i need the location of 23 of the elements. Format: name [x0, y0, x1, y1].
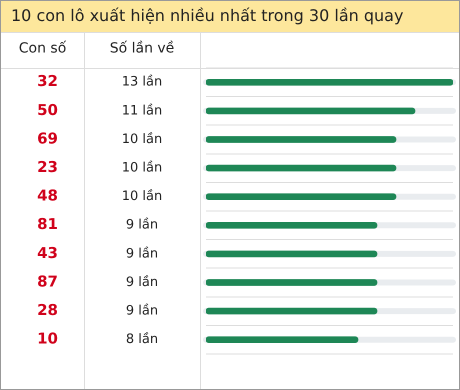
data-label: 9 lần — [126, 216, 158, 233]
chart-title: 10 con lô xuất hiện nhiều nhất trong 30 lần quay — [1, 1, 459, 33]
text: Số lần về — [110, 40, 174, 57]
data-label: 10 lần — [122, 130, 162, 147]
data-label: 9 lần — [126, 274, 158, 290]
y-tick-label: 28 — [37, 300, 58, 319]
y-tick-label: 43 — [37, 244, 58, 262]
y-tick-label: 50 — [37, 100, 58, 119]
y-tick-label: 48 — [37, 186, 58, 205]
y-tick-label: 32 — [37, 72, 58, 90]
y-tick-label: 87 — [37, 272, 58, 290]
text: Con số — [18, 40, 67, 57]
data-label: 13 lần — [122, 74, 162, 90]
data-label: 9 lần — [126, 245, 158, 262]
data-label: 8 lần — [126, 331, 158, 348]
data-label: 10 lần — [122, 159, 162, 176]
data-label: 9 lần — [126, 302, 158, 318]
y-tick-label: 23 — [37, 158, 58, 176]
data-label: 10 lần — [122, 188, 162, 204]
y-tick-label: 69 — [37, 129, 58, 148]
y-tick-label: 10 — [37, 330, 58, 348]
data-label: 11 lần — [122, 102, 162, 118]
y-tick-label: 81 — [37, 215, 58, 234]
